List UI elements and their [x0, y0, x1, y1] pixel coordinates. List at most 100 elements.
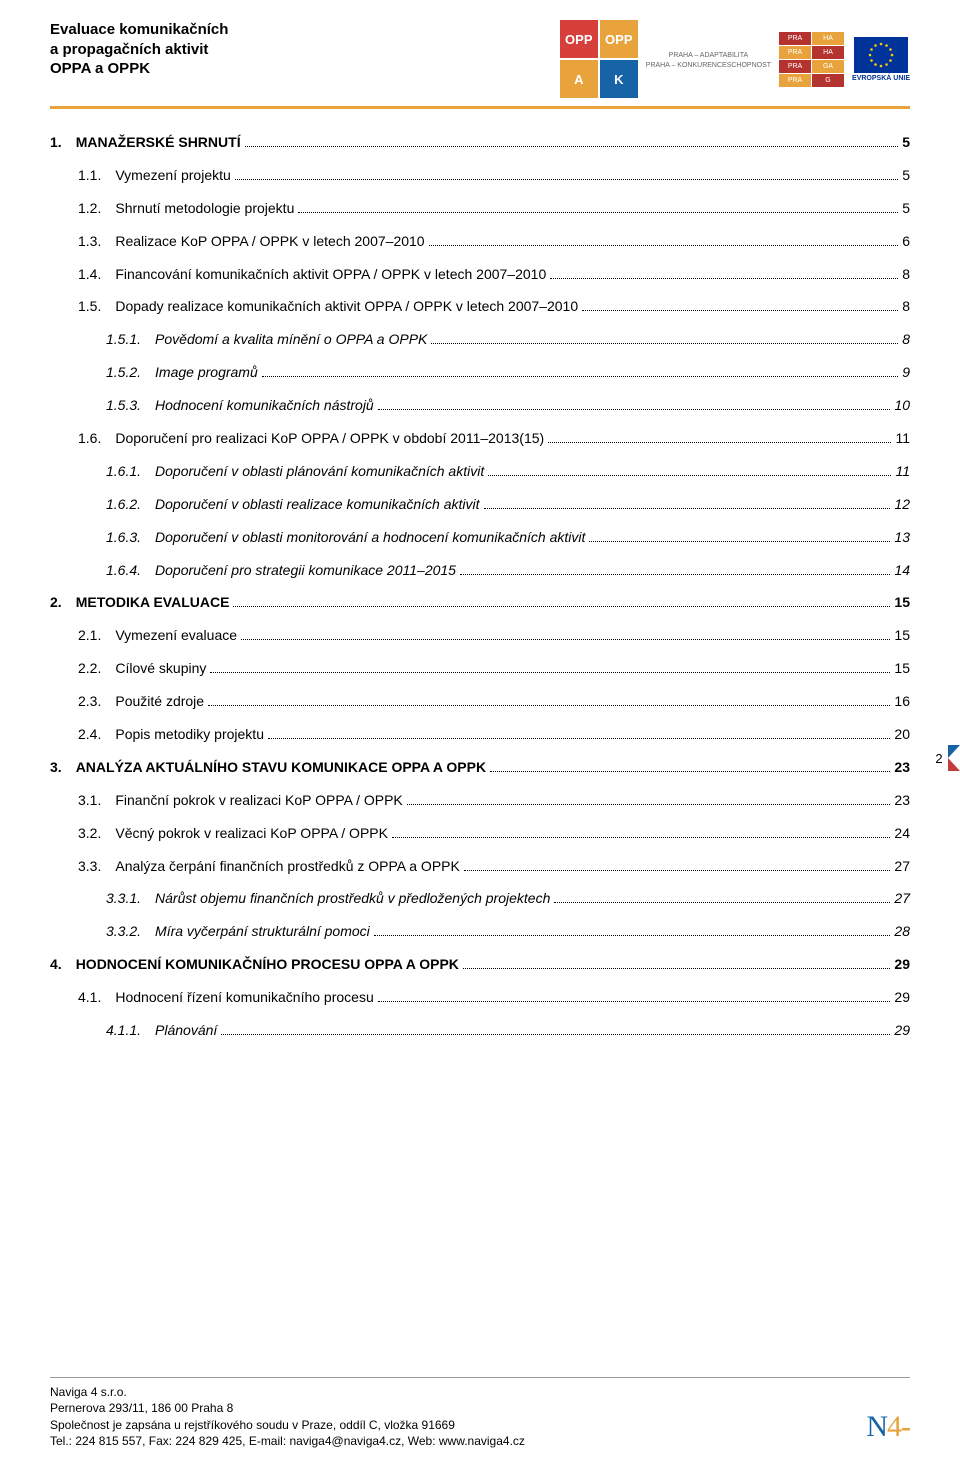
toc-number: 3.2.	[78, 824, 101, 843]
header-logos: OPP A OPP K PRAHA – ADAPTABILITA PRAHA –…	[560, 20, 910, 98]
toc-number: 1.5.1.	[106, 330, 141, 349]
toc-page-number: 8	[902, 330, 910, 349]
toc-leader-dots	[268, 728, 890, 739]
toc-number: 3.	[50, 758, 62, 777]
toc-leader-dots	[589, 531, 890, 542]
toc-label: Doporučení v oblasti monitorování a hodn…	[155, 528, 585, 547]
toc-number: 2.4.	[78, 725, 101, 744]
toc-leader-dots	[235, 169, 898, 180]
toc-number: 1.6.1.	[106, 462, 141, 481]
toc-leader-dots	[233, 596, 890, 607]
toc-label: Vymezení projektu	[115, 166, 230, 185]
toc-leader-dots	[378, 399, 891, 410]
toc-number: 4.1.1.	[106, 1021, 141, 1040]
footer-text: Naviga 4 s.r.o. Pernerova 293/11, 186 00…	[50, 1384, 910, 1449]
toc-label: Popis metodiky projektu	[115, 725, 264, 744]
footer-line-3: Společnost je zapsána u rejstříkového so…	[50, 1418, 455, 1432]
toc-label: Plánování	[155, 1021, 217, 1040]
toc-page-number: 8	[902, 297, 910, 316]
toc-page-number: 11	[895, 429, 910, 448]
toc-page-number: 5	[902, 199, 910, 218]
toc-page-number: 12	[894, 495, 910, 514]
toc-row: 1.5.1. Povědomí a kvalita mínění o OPPA a…	[50, 330, 910, 349]
toc-page-number: 6	[902, 232, 910, 251]
header-title: Evaluace komunikačních a propagačních ak…	[50, 20, 228, 79]
toc-row: 1.5.2.Image programů9	[50, 363, 910, 382]
page-number-badge: 2	[930, 745, 960, 771]
toc-row: 3.3.Analýza čerpání finančních prostředk…	[50, 857, 910, 876]
eu-logo: EVROPSKÁ UNIE	[852, 37, 910, 82]
footer-line-4: Tel.: 224 815 557, Fax: 224 829 425, E-m…	[50, 1434, 525, 1448]
toc-label: Image programů	[155, 363, 258, 382]
toc-number: 1.6.4.	[106, 561, 141, 580]
toc-number: 1.5.	[78, 297, 101, 316]
toc-row: 3.3.2.Míra vyčerpání strukturální pomoci…	[50, 922, 910, 941]
toc-label: Povědomí a kvalita mínění o OPPA a OPPK	[155, 330, 427, 349]
title-line-1: Evaluace komunikačních	[50, 21, 228, 38]
toc-label: Hodnocení komunikačních nástrojů	[155, 396, 374, 415]
toc-page-number: 5	[902, 166, 910, 185]
toc-leader-dots	[429, 234, 899, 245]
badge-triangle-icon	[948, 745, 960, 771]
toc-number: 1.1.	[78, 166, 101, 185]
toc-leader-dots	[431, 333, 898, 344]
toc-label: Financování komunikačních aktivit OPPA /…	[115, 265, 546, 284]
toc-row: 1.5.3. Hodnocení komunikačních nástrojů 10	[50, 396, 910, 415]
toc-page-number: 5	[902, 133, 910, 152]
toc-number: 4.1.	[78, 988, 101, 1007]
toc-row: 1.3.Realizace KoP OPPA / OPPK v letech 2…	[50, 232, 910, 251]
toc-number: 1.5.3.	[106, 396, 141, 415]
toc-page-number: 20	[894, 725, 910, 744]
toc-label: Dopady realizace komunikačních aktivit O…	[115, 297, 578, 316]
title-line-3: OPPA a OPPK	[50, 60, 150, 77]
toc-row: 1.4.Financování komunikačních aktivit OP…	[50, 265, 910, 284]
toc-leader-dots	[464, 859, 891, 870]
toc-row: 4.HODNOCENÍ KOMUNIKAČNÍHO PROCESU OPPA A…	[50, 955, 910, 974]
toc-row: 1.6.2.Doporučení v oblasti realizace kom…	[50, 495, 910, 514]
toc-page-number: 10	[894, 396, 910, 415]
toc-label: Doporučení pro strategii komunikace 2011…	[155, 561, 456, 580]
toc-label: Doporučení pro realizaci KoP OPPA / OPPK…	[115, 429, 544, 448]
toc-page-number: 9	[902, 363, 910, 382]
toc-leader-dots	[241, 629, 890, 640]
toc-page-number: 24	[894, 824, 910, 843]
toc-label: Doporučení v oblasti plánování komunikač…	[155, 462, 484, 481]
toc-row: 2.3.Použité zdroje16	[50, 692, 910, 711]
toc-label: Hodnocení řízení komunikačního procesu	[115, 988, 373, 1007]
toc-row: 1.1. Vymezení projektu 5	[50, 166, 910, 185]
toc-row: 3.3.1.Nárůst objemu finančních prostředk…	[50, 889, 910, 908]
toc-row: 1.5. Dopady realizace komunikačních aktiv…	[50, 297, 910, 316]
toc-label: Cílové skupiny	[115, 659, 206, 678]
page-number: 2	[930, 745, 948, 771]
toc-label: Finanční pokrok v realizaci KoP OPPA / O…	[115, 791, 402, 810]
toc-number: 2.	[50, 593, 62, 612]
naviga4-logo: N4-	[866, 1410, 910, 1444]
toc-leader-dots	[460, 563, 890, 574]
praha-logo: PRA HA PRA HA PRA GA PRA G	[779, 32, 844, 87]
toc-page-number: 28	[894, 922, 910, 941]
toc-number: 1.6.2.	[106, 495, 141, 514]
toc-label: Realizace KoP OPPA / OPPK v letech 2007–…	[115, 232, 424, 251]
toc-page-number: 15	[894, 659, 910, 678]
toc-page-number: 13	[894, 528, 910, 547]
toc-row: 3.ANALÝZA AKTUÁLNÍHO STAVU KOMUNIKACE OP…	[50, 758, 910, 777]
toc-page-number: 15	[894, 626, 910, 645]
toc-label: Analýza čerpání finančních prostředků z …	[115, 857, 459, 876]
toc-leader-dots	[208, 695, 890, 706]
toc-number: 2.1.	[78, 626, 101, 645]
toc-leader-dots	[463, 958, 891, 969]
toc-number: 1.2.	[78, 199, 101, 218]
toc-label: Použité zdroje	[115, 692, 204, 711]
toc-number: 1.6.	[78, 429, 101, 448]
toc-page-number: 27	[894, 889, 910, 908]
toc-page-number: 23	[894, 758, 910, 777]
toc-leader-dots	[488, 465, 891, 476]
toc-label: MANAŽERSKÉ SHRNUTÍ	[76, 133, 241, 152]
toc-number: 3.1.	[78, 791, 101, 810]
toc-leader-dots	[245, 136, 899, 147]
toc-row: 2.METODIKA EVALUACE15	[50, 593, 910, 612]
page-header: Evaluace komunikačních a propagačních ak…	[50, 20, 910, 98]
toc-leader-dots	[374, 925, 891, 936]
toc-page-number: 27	[894, 857, 910, 876]
toc-label: Shrnutí metodologie projektu	[115, 199, 294, 218]
